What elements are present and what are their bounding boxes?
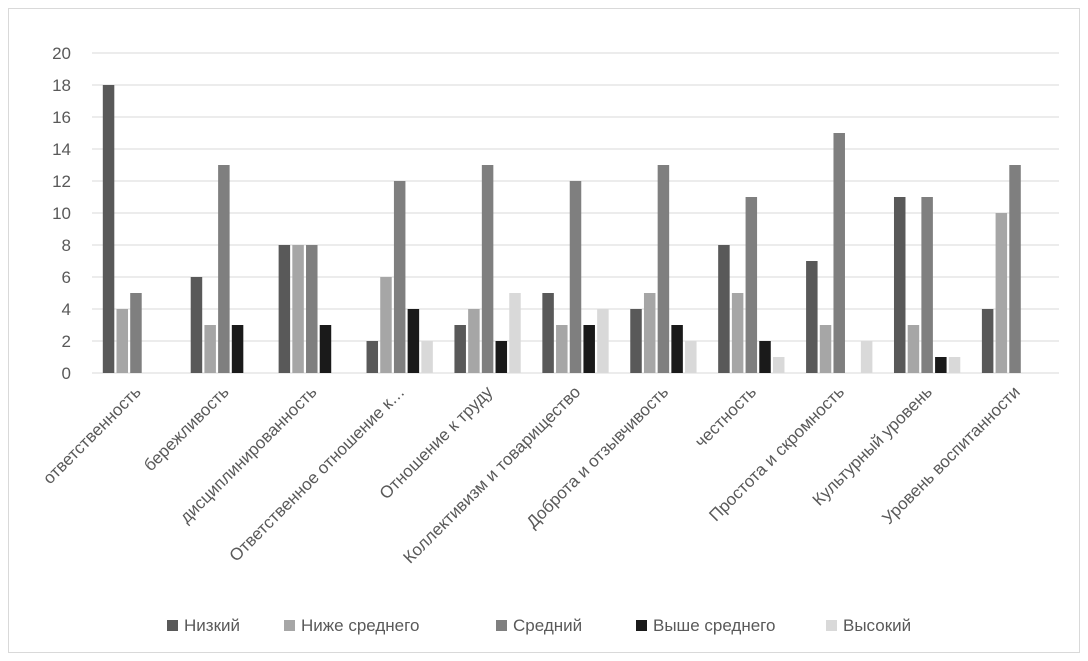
bar-3-9	[833, 133, 845, 373]
y-tick-label: 14	[52, 140, 71, 159]
y-axis-ticks: 0 2 4 6 8 10 12 14 16 18 20	[52, 44, 71, 383]
bar-2-10	[907, 325, 920, 373]
legend-swatch	[496, 620, 507, 631]
x-category-label: Коллективизм и товарищество	[400, 382, 585, 567]
x-axis-labels: ответственностьбережливостьдисциплиниров…	[39, 382, 1024, 567]
bar-5-8	[772, 357, 785, 373]
legend-label: Низкий	[184, 616, 240, 635]
chart-frame: 0 2 4 6 8 10 12 14 16 18 20 ответственность бережли…	[8, 8, 1080, 653]
bar-2-2	[204, 325, 216, 373]
y-tick-label: 18	[52, 76, 71, 95]
bar-3-8	[745, 197, 758, 373]
bar-3-5	[481, 165, 494, 373]
bar-2-4	[380, 277, 392, 373]
bar-1-7	[630, 309, 642, 373]
bar-2-8	[731, 293, 744, 373]
bar-2-7	[643, 293, 656, 373]
bar-5-9	[860, 341, 873, 373]
bar-4-3	[319, 325, 332, 373]
legend-swatch	[284, 620, 295, 631]
y-tick-label: 8	[62, 236, 71, 255]
x-category-label: Ответственное отношение к…	[226, 382, 409, 565]
legend-swatch	[826, 620, 837, 631]
y-tick-label: 10	[52, 204, 71, 223]
x-category-label: бережливость	[140, 382, 233, 475]
legend: Низкий Ниже среднего Средний Выше среднего В…	[167, 616, 911, 635]
bar-5-5	[509, 293, 521, 373]
bar-4-4	[407, 309, 420, 373]
legend-swatch	[167, 620, 178, 631]
x-category-label: честность	[691, 382, 760, 451]
bar-3-10	[921, 197, 933, 373]
bar-3-4	[393, 181, 406, 373]
bar-4-8	[759, 341, 771, 373]
bar-5-6	[597, 309, 609, 373]
bar-1-8	[718, 245, 730, 373]
bar-3-7	[657, 165, 670, 373]
bar-5-4	[421, 341, 433, 373]
legend-label: Средний	[513, 616, 582, 635]
legend-label: Выше среднего	[653, 616, 775, 635]
bar-3-2	[218, 165, 230, 373]
bar-chart: 0 2 4 6 8 10 12 14 16 18 20 ответственностьбережли…	[39, 44, 1059, 635]
y-tick-label: 12	[52, 172, 71, 191]
bar-2-6	[556, 325, 568, 373]
bar-4-10	[935, 357, 947, 373]
bar-1-6	[542, 293, 554, 373]
bar-2-11	[995, 213, 1008, 373]
bar-3-11	[1009, 165, 1021, 373]
legend-label: Ниже среднего	[301, 616, 419, 635]
bar-1-9	[806, 261, 818, 373]
legend-label: Высокий	[843, 616, 911, 635]
y-tick-label: 0	[62, 364, 71, 383]
y-tick-label: 20	[52, 44, 71, 63]
bars	[102, 85, 1021, 373]
y-tick-label: 16	[52, 108, 71, 127]
bar-4-7	[671, 325, 683, 373]
x-category-label: ответственность	[39, 382, 145, 488]
bar-2-3	[292, 245, 304, 373]
legend-swatch	[636, 620, 647, 631]
bar-1-5	[454, 325, 466, 373]
bar-5-10	[948, 357, 961, 373]
bar-1-11	[981, 309, 994, 373]
bar-4-5	[495, 341, 508, 373]
bar-3-6	[569, 181, 582, 373]
bar-3-1	[130, 293, 142, 373]
bar-3-3	[306, 245, 318, 373]
bar-4-6	[583, 325, 595, 373]
y-tick-label: 2	[62, 332, 71, 351]
bar-2-9	[819, 325, 832, 373]
bar-2-5	[468, 309, 480, 373]
bar-2-1	[116, 309, 129, 373]
bar-1-2	[190, 277, 203, 373]
bar-5-7	[685, 341, 697, 373]
x-category-label: Доброта и отзывчивость	[523, 382, 673, 532]
bar-1-10	[893, 197, 906, 373]
y-tick-label: 4	[62, 300, 71, 319]
bar-1-1	[102, 85, 115, 373]
bar-1-4	[366, 341, 379, 373]
bar-4-2	[231, 325, 244, 373]
y-tick-label: 6	[62, 268, 71, 287]
bar-1-3	[278, 245, 291, 373]
